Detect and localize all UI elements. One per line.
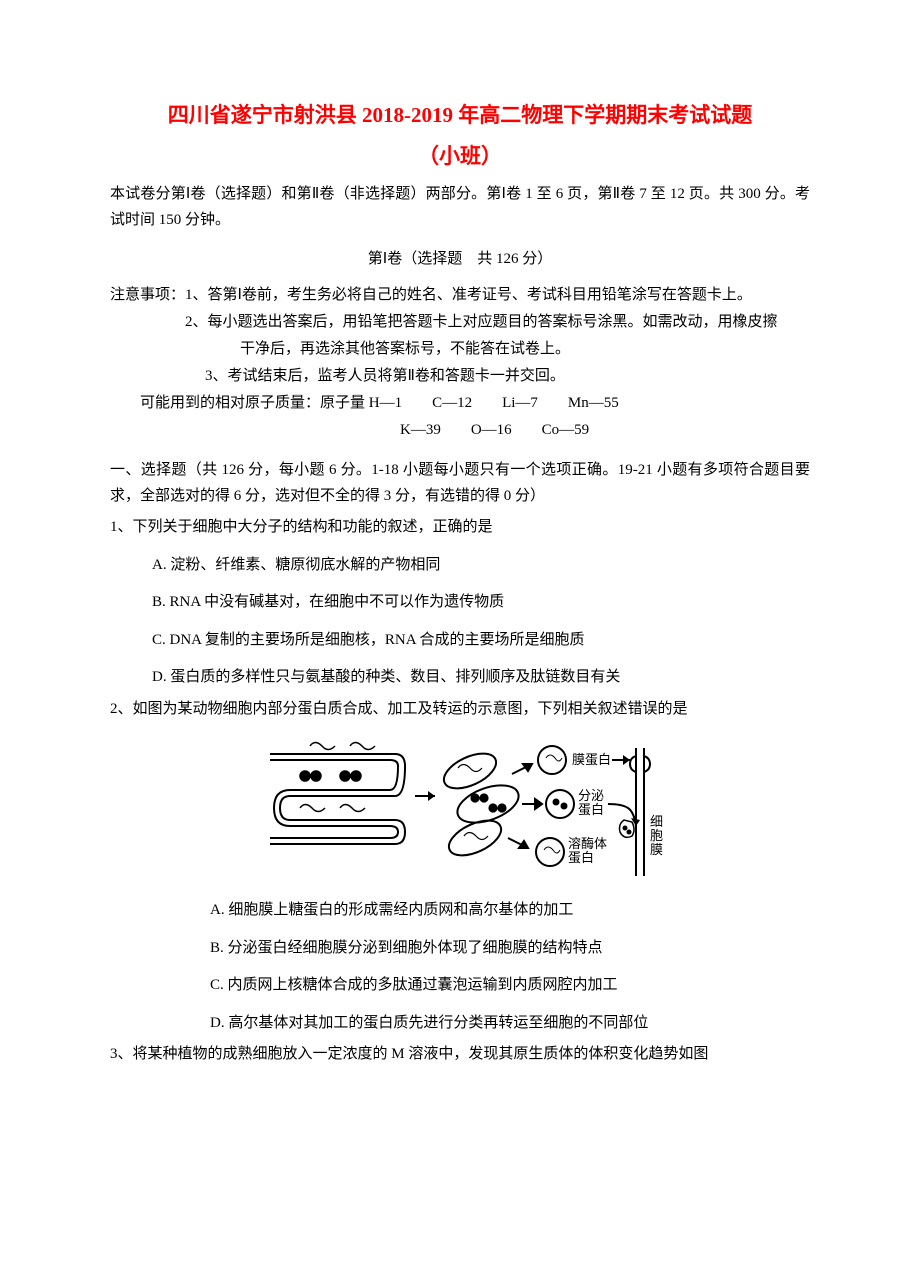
label-cell-membrane-3: 膜 — [650, 842, 663, 857]
q2-diagram-container: 膜蛋白 分泌 蛋白 溶酶体 蛋白 细 胞 膜 — [110, 736, 810, 886]
notice-3: 3、考试结束后，监考人员将第Ⅱ卷和答题卡一并交回。 — [110, 363, 810, 390]
atomic-mass-1: 可能用到的相对原子质量：原子量 H—1 C—12 Li—7 Mn—55 — [110, 390, 810, 417]
q2-option-b: B. 分泌蛋白经细胞膜分泌到细胞外体现了细胞膜的结构特点 — [110, 936, 810, 962]
label-secretory-2: 蛋白 — [578, 802, 604, 817]
label-lysosome-1: 溶酶体 — [568, 836, 607, 851]
notice-2: 2、每小题选出答案后，用铅笔把答题卡上对应题目的答案标号涂黑。如需改动，用橡皮擦 — [110, 309, 810, 336]
q2-stem: 2、如图为某动物细胞内部分蛋白质合成、加工及转运的示意图，下列相关叙述错误的是 — [110, 697, 810, 723]
intro-text: 本试卷分第Ⅰ卷（选择题）和第Ⅱ卷（非选择题）两部分。第Ⅰ卷 1 至 6 页，第Ⅱ… — [110, 182, 810, 233]
notice-1: 注意事项：1、答第Ⅰ卷前，考生务必将自己的姓名、准考证号、考试科目用铅笔涂写在答… — [110, 282, 810, 309]
protein-diagram: 膜蛋白 分泌 蛋白 溶酶体 蛋白 细 胞 膜 — [250, 736, 670, 886]
q2-option-a: A. 细胞膜上糖蛋白的形成需经内质网和高尔基体的加工 — [110, 898, 810, 924]
q1-option-c: C. DNA 复制的主要场所是细胞核，RNA 合成的主要场所是细胞质 — [110, 628, 810, 654]
label-lysosome-2: 蛋白 — [568, 850, 594, 865]
q3-stem: 3、将某种植物的成熟细胞放入一定浓度的 M 溶液中，发现其原生质体的体积变化趋势… — [110, 1042, 810, 1068]
label-cell-membrane-1: 细 — [650, 814, 663, 829]
label-cell-membrane-2: 胞 — [650, 828, 663, 843]
q1-stem: 1、下列关于细胞中大分子的结构和功能的叙述，正确的是 — [110, 515, 810, 541]
atomic-mass-2: K—39 O—16 Co—59 — [110, 417, 810, 444]
label-membrane-protein: 膜蛋白 — [572, 752, 611, 767]
q2-option-d: D. 高尔基体对其加工的蛋白质先进行分类再转运至细胞的不同部位 — [110, 1011, 810, 1037]
section1-header: 第Ⅰ卷（选择题 共 126 分） — [110, 247, 810, 268]
question-section-intro: 一、选择题（共 126 分，每小题 6 分。1-18 小题每小题只有一个选项正确… — [110, 458, 810, 509]
notice-2b: 干净后，再选涂其他答案标号，不能答在试卷上。 — [110, 336, 810, 363]
q1-option-d: D. 蛋白质的多样性只与氨基酸的种类、数目、排列顺序及肽链数目有关 — [110, 665, 810, 691]
q1-option-b: B. RNA 中没有碱基对，在细胞中不可以作为遗传物质 — [110, 590, 810, 616]
q1-option-a: A. 淀粉、纤维素、糖原彻底水解的产物相同 — [110, 553, 810, 579]
exam-subtitle: （小班） — [110, 140, 810, 170]
label-secretory-1: 分泌 — [578, 788, 604, 803]
q2-option-c: C. 内质网上核糖体合成的多肽通过囊泡运输到内质网腔内加工 — [110, 973, 810, 999]
exam-title: 四川省遂宁市射洪县 2018-2019 年高二物理下学期期末考试试题 — [110, 90, 810, 140]
